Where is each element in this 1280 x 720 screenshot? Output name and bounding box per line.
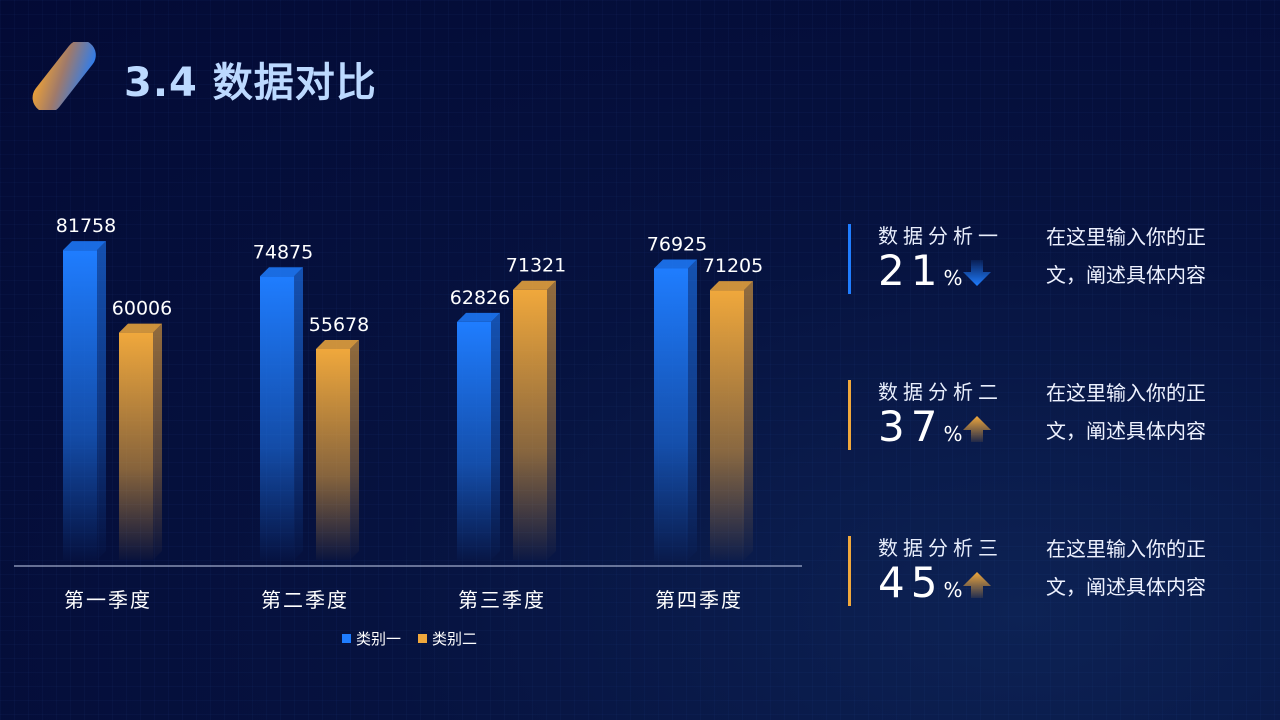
analysis-panel-3: 数据分析三 45% 在这里输入你的正文，阐述具体内容: [848, 536, 1268, 608]
bar-side-1-2: [294, 267, 303, 560]
panel-percent: 45%: [878, 558, 962, 607]
percent-value: 37: [878, 402, 943, 451]
bar-1-1: [63, 250, 97, 560]
bar-side-1-4: [688, 259, 697, 560]
legend-label: 类别二: [432, 630, 477, 648]
bar-1-4: [654, 268, 688, 560]
analysis-panel-2: 数据分析二 37% 在这里输入你的正文，阐述具体内容: [848, 380, 1268, 452]
bar-2-3: [513, 290, 547, 560]
logo-icon: [26, 42, 108, 110]
bar-side-1-3: [491, 313, 500, 560]
panel-description: 在这里输入你的正文，阐述具体内容: [1046, 218, 1222, 294]
bar-side-2-4: [744, 281, 753, 560]
percent-value: 21: [878, 246, 943, 295]
bar-1-3: [457, 322, 491, 560]
arrow-up-icon: [962, 414, 992, 444]
accent-bar: [848, 536, 851, 606]
panel-percent: 37%: [878, 402, 962, 451]
panel-label: 数据分析一: [878, 220, 1003, 249]
x-tick-label: 第三季度: [458, 588, 546, 612]
bar-2-2: [316, 349, 350, 560]
data-label: 71205: [703, 255, 763, 277]
panel-label: 数据分析三: [878, 532, 1003, 561]
x-tick-label: 第二季度: [261, 588, 349, 612]
bar-side-2-2: [350, 340, 359, 560]
bar-2-4: [710, 290, 744, 560]
x-tick-label: 第一季度: [64, 588, 152, 612]
arrow-up-icon: [962, 570, 992, 600]
data-label: 55678: [309, 314, 369, 336]
panel-description: 在这里输入你的正文，阐述具体内容: [1046, 374, 1222, 450]
percent-unit: %: [943, 266, 962, 290]
bar-side-1-1: [97, 241, 106, 560]
data-label: 81758: [56, 215, 116, 237]
legend-swatch: [342, 634, 351, 643]
bar-chart: 81758 60006 第一季度 74875 55678 第二季度 62826 71321 第三…: [0, 180, 820, 670]
analysis-panel-1: 数据分析一 21% 在这里输入你的正文，阐述具体内容: [848, 224, 1268, 296]
accent-bar: [848, 224, 851, 294]
page-title: 3.4 数据对比: [124, 50, 377, 108]
bar-1-2: [260, 276, 294, 560]
arrow-down-icon: [962, 258, 992, 288]
legend-label: 类别一: [356, 630, 401, 648]
bar-2-1: [119, 333, 153, 560]
percent-unit: %: [943, 578, 962, 602]
x-tick-label: 第四季度: [655, 588, 743, 612]
percent-value: 45: [878, 558, 943, 607]
panel-description: 在这里输入你的正文，阐述具体内容: [1046, 530, 1222, 606]
data-label: 60006: [112, 298, 172, 320]
data-label: 71321: [506, 255, 566, 277]
data-label: 62826: [450, 287, 510, 309]
legend-swatch: [418, 634, 427, 643]
percent-unit: %: [943, 422, 962, 446]
bar-side-2-1: [153, 324, 162, 560]
accent-bar: [848, 380, 851, 450]
data-label: 76925: [647, 233, 707, 255]
bar-side-2-3: [547, 281, 556, 560]
panel-label: 数据分析二: [878, 376, 1003, 405]
panel-percent: 21%: [878, 246, 962, 295]
data-label: 74875: [253, 241, 313, 263]
